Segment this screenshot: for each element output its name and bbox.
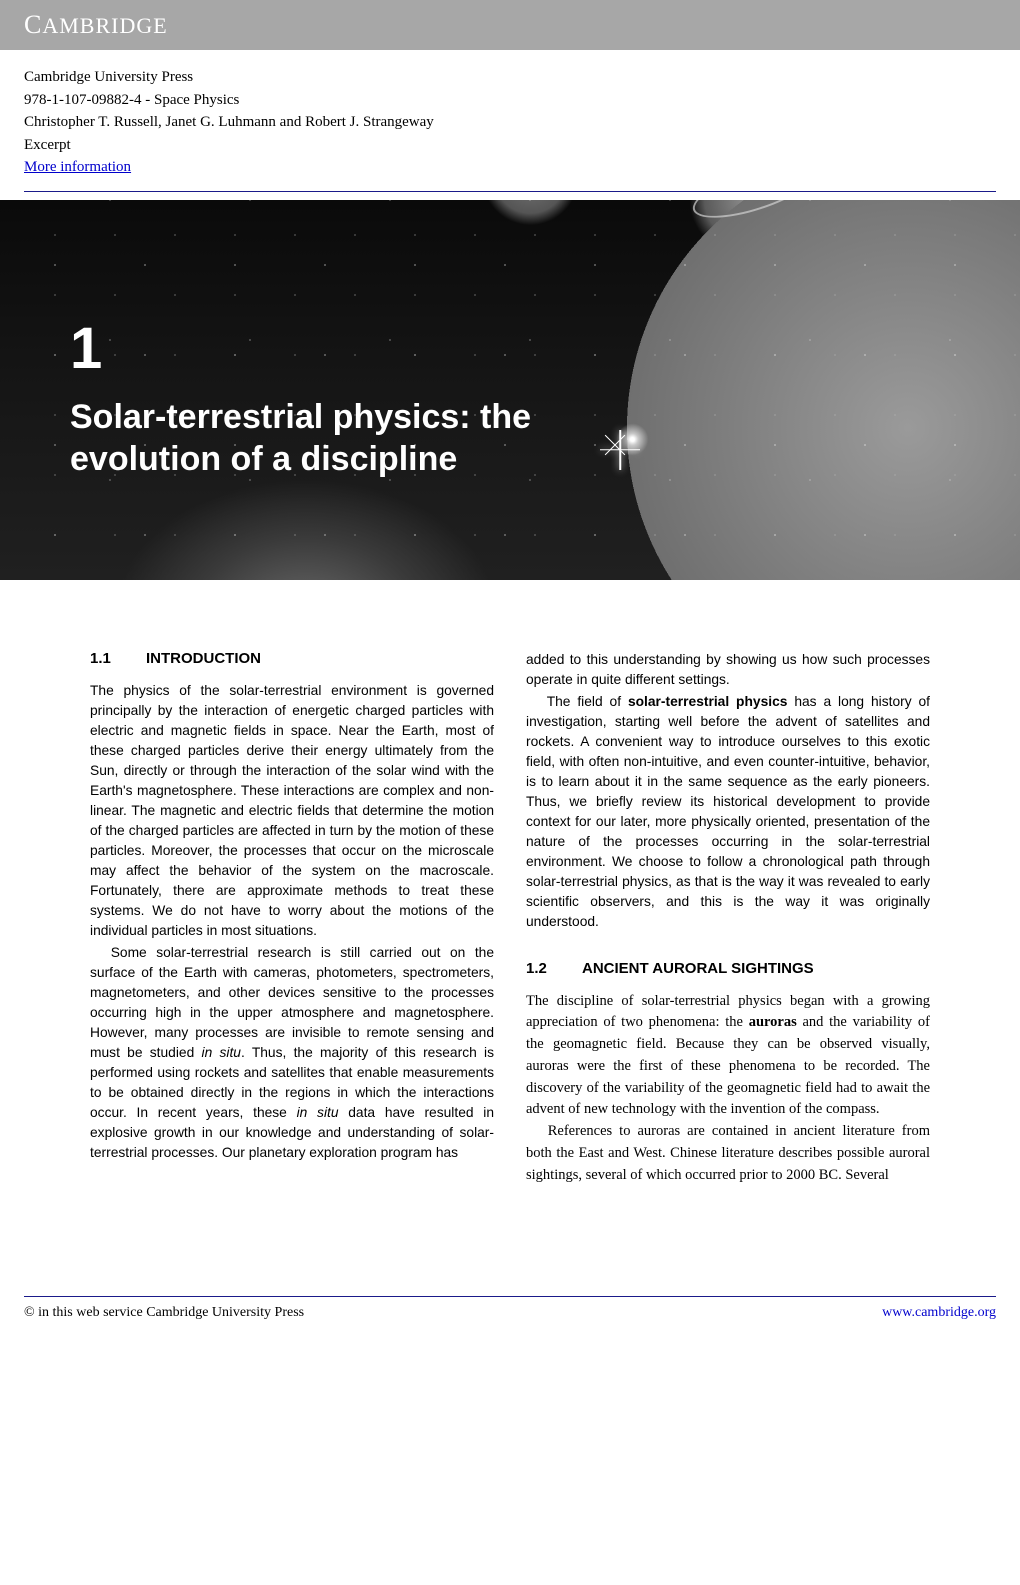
publisher-brand-bar: CAMBRIDGE <box>0 0 1020 50</box>
text-run: The field of <box>547 694 628 709</box>
section-number: 1.1 <box>90 650 122 667</box>
footer-website-link[interactable]: www.cambridge.org <box>882 1305 996 1321</box>
section-number: 1.2 <box>526 960 558 977</box>
spacer <box>526 934 930 960</box>
italic-term: in situ <box>202 1045 241 1060</box>
more-information-link[interactable]: More information <box>24 159 131 175</box>
excerpt-label: Excerpt <box>24 134 996 157</box>
brand-text: CAMBRIDGE <box>24 13 168 38</box>
hero-text-block: 1 Solar-terrestrial physics: the evoluti… <box>70 320 531 481</box>
chapter-title-line-1: Solar-terrestrial physics: the <box>70 398 531 436</box>
section-title: INTRODUCTION <box>146 650 261 667</box>
bold-term: auroras <box>749 1014 797 1030</box>
page-footer: © in this web service Cambridge Universi… <box>24 1296 996 1321</box>
bold-term: solar-terrestrial physics <box>628 694 788 709</box>
publisher-name: Cambridge University Press <box>24 66 996 89</box>
footer-copyright: © in this web service Cambridge Universi… <box>24 1305 304 1321</box>
text-run: Some solar-terrestrial research is still… <box>90 945 494 1060</box>
chapter-number: 1 <box>70 320 531 378</box>
paragraph: The field of solar-terrestrial physics h… <box>526 692 930 932</box>
section-heading-1-1: 1.1 INTRODUCTION <box>90 650 494 667</box>
paragraph: References to auroras are contained in a… <box>526 1121 930 1186</box>
star-sparkle-diagonal-icon <box>600 430 630 460</box>
italic-term: in situ <box>297 1105 339 1120</box>
paragraph: The physics of the solar-terrestrial env… <box>90 681 494 941</box>
paragraph: added to this understanding by showing u… <box>526 650 930 690</box>
book-metadata-block: Cambridge University Press 978-1-107-098… <box>0 50 1020 191</box>
chapter-title-line-2: evolution of a discipline <box>70 440 457 478</box>
planet-ring-decoration <box>687 200 823 229</box>
chapter-title: Solar-terrestrial physics: the evolution… <box>70 396 531 481</box>
paragraph: The discipline of solar-terrestrial phys… <box>526 991 930 1122</box>
text-run: has a long history of investigation, sta… <box>526 694 930 929</box>
two-column-layout: 1.1 INTRODUCTION The physics of the sola… <box>90 650 930 1187</box>
top-divider-rule <box>24 191 996 192</box>
section-title: ANCIENT AURORAL SIGHTINGS <box>582 960 814 977</box>
paragraph: Some solar-terrestrial research is still… <box>90 943 494 1163</box>
chapter-hero-banner: 1 Solar-terrestrial physics: the evoluti… <box>0 200 1020 580</box>
section-heading-1-2: 1.2 ANCIENT AURORAL SIGHTINGS <box>526 960 930 977</box>
authors: Christopher T. Russell, Janet G. Luhmann… <box>24 111 996 134</box>
main-content: 1.1 INTRODUCTION The physics of the sola… <box>0 580 1020 1217</box>
isbn-and-title: 978-1-107-09882-4 - Space Physics <box>24 89 996 112</box>
